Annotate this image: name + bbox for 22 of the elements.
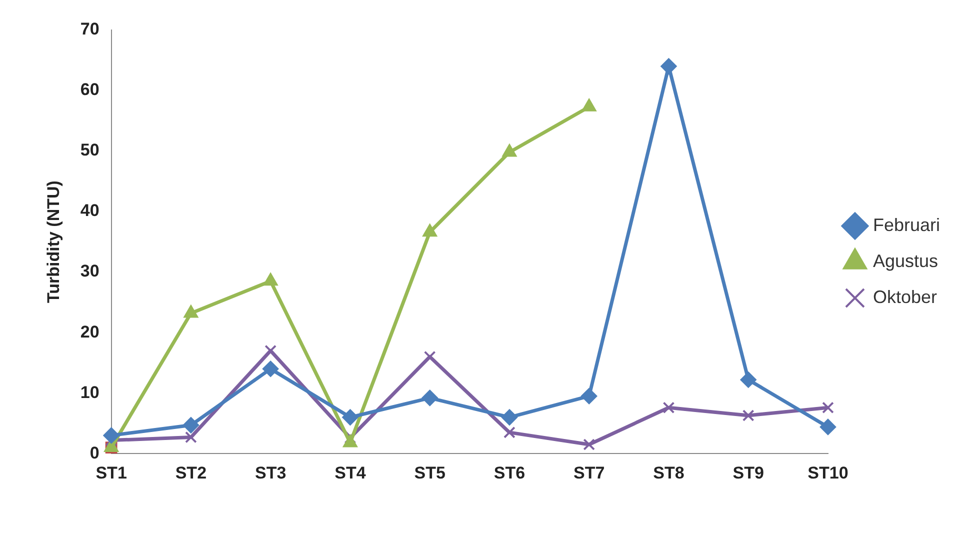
y-tick-label: 10 <box>80 382 100 402</box>
x-tick-label: ST8 <box>653 463 684 482</box>
legend-label: Oktober <box>872 286 938 307</box>
y-tick-label: 30 <box>80 262 100 281</box>
y-tick-label: 60 <box>80 80 100 100</box>
x-tick-label: ST9 <box>732 463 764 482</box>
y-tick-label: 0 <box>90 443 100 462</box>
x-tick-label: ST1 <box>96 463 127 482</box>
x-tick-label: ST6 <box>494 463 526 482</box>
x-tick-label: ST5 <box>414 463 446 482</box>
y-tick-label: 50 <box>80 140 100 160</box>
x-tick-label: ST3 <box>254 463 286 482</box>
legend-label: Agustus <box>872 250 938 271</box>
x-tick-label: ST10 <box>808 463 848 482</box>
x-tick-label: ST4 <box>334 463 366 482</box>
y-tick-label: 20 <box>80 322 100 342</box>
legend-label: Februari <box>872 214 940 235</box>
y-axis-title: Turbidity (NTU) <box>44 180 63 304</box>
y-tick-label: 70 <box>80 20 100 39</box>
x-tick-label: ST7 <box>573 463 605 482</box>
y-tick-label: 40 <box>80 201 100 220</box>
x-tick-label: ST2 <box>175 463 207 482</box>
